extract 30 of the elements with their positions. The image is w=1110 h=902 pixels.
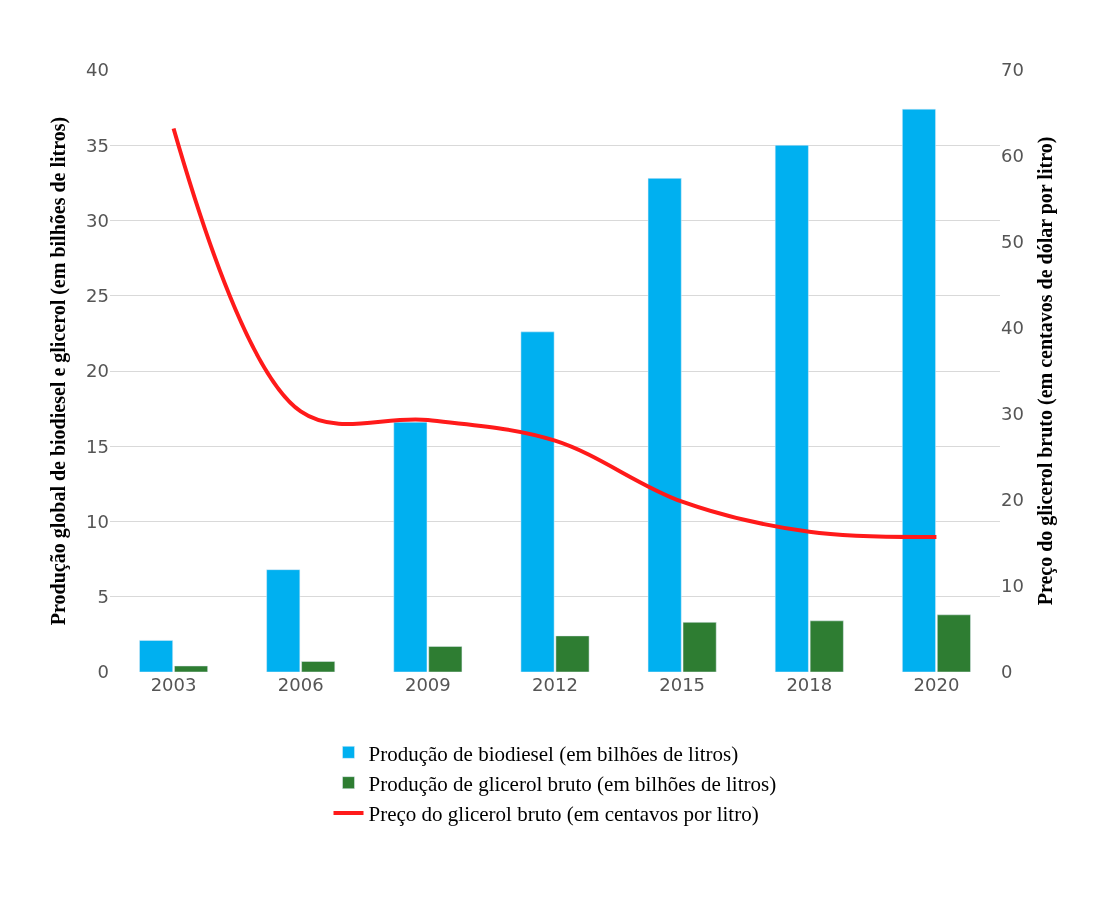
x-tick-label: 2018 <box>786 674 833 695</box>
legend-label: Produção de biodiesel (em bilhões de litros) <box>368 741 739 766</box>
y-tick-label: 30 <box>86 209 109 231</box>
y2-tick-label: 40 <box>1001 317 1024 339</box>
y-tick-label: 35 <box>86 134 109 156</box>
y-tick-label: 0 <box>97 661 109 683</box>
x-tick-label: 2003 <box>150 674 197 695</box>
y-tick-label: 40 <box>86 59 109 81</box>
x-tick-label: 2012 <box>532 674 578 695</box>
x-tick-label: 2006 <box>277 674 324 695</box>
y2-tick-label: 70 <box>1001 59 1024 81</box>
x-tick-label: 2009 <box>404 674 451 695</box>
y2-tick-label: 60 <box>1001 145 1024 167</box>
y-tick-label: 25 <box>86 285 109 307</box>
x-tick-label: 2015 <box>659 674 706 695</box>
y-axis-title: Produção global de biodiesel e glicerol (em bilhões de litros) <box>46 116 70 626</box>
y-tick-label: 15 <box>86 435 109 457</box>
y-tick-label: 20 <box>86 360 109 382</box>
y2-tick-label: 50 <box>1001 231 1024 253</box>
y-tick-label: 10 <box>86 510 109 532</box>
line-series <box>171 126 939 540</box>
legend-label: Produção de glicerol bruto (em bilhões de litros) <box>368 771 777 796</box>
y2-tick-label: 30 <box>1001 403 1024 425</box>
y2-tick-label: 10 <box>1001 575 1024 597</box>
y-tick-label: 5 <box>97 586 109 608</box>
y2-axis-title: Preço do glicerol bruto (em centavos de dólar por litro) <box>1034 136 1058 606</box>
legend-label: Preço do glicerol bruto (em centavos por litro) <box>368 802 759 827</box>
y2-tick-label: 20 <box>1001 489 1024 511</box>
x-tick-label: 2020 <box>913 674 960 695</box>
y2-tick-label: 0 <box>1001 661 1013 683</box>
